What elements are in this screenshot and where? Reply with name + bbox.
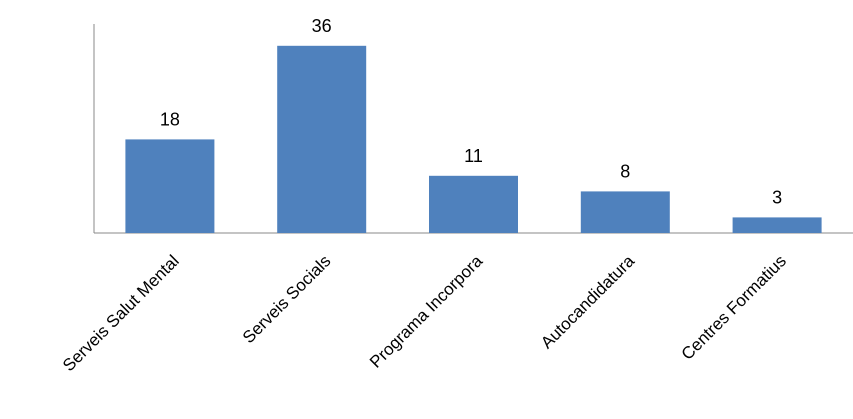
value-label-1: 36 [312, 16, 332, 36]
value-labels-group: 18 36 11 8 3 [160, 16, 782, 208]
category-label-2: Programa Incorpora [366, 251, 487, 372]
category-label-3: Autocandidatura [537, 251, 638, 352]
category-label-4: Centres Formatius [678, 251, 790, 363]
bar-2 [429, 175, 518, 233]
category-label-0: Serveis Salut Mental [59, 251, 183, 375]
category-labels-group: Serveis Salut Mental Serveis Socials Progr… [59, 251, 790, 375]
bar-1 [277, 45, 367, 233]
value-label-0: 18 [160, 109, 180, 129]
category-label-1: Serveis Socials [239, 251, 335, 347]
bar-3 [580, 191, 670, 233]
bars-group [125, 45, 822, 233]
value-label-3: 8 [620, 161, 630, 181]
value-label-2: 11 [464, 146, 483, 166]
value-label-4: 3 [772, 187, 782, 207]
bar-4 [732, 217, 822, 233]
bar-0 [125, 139, 215, 233]
